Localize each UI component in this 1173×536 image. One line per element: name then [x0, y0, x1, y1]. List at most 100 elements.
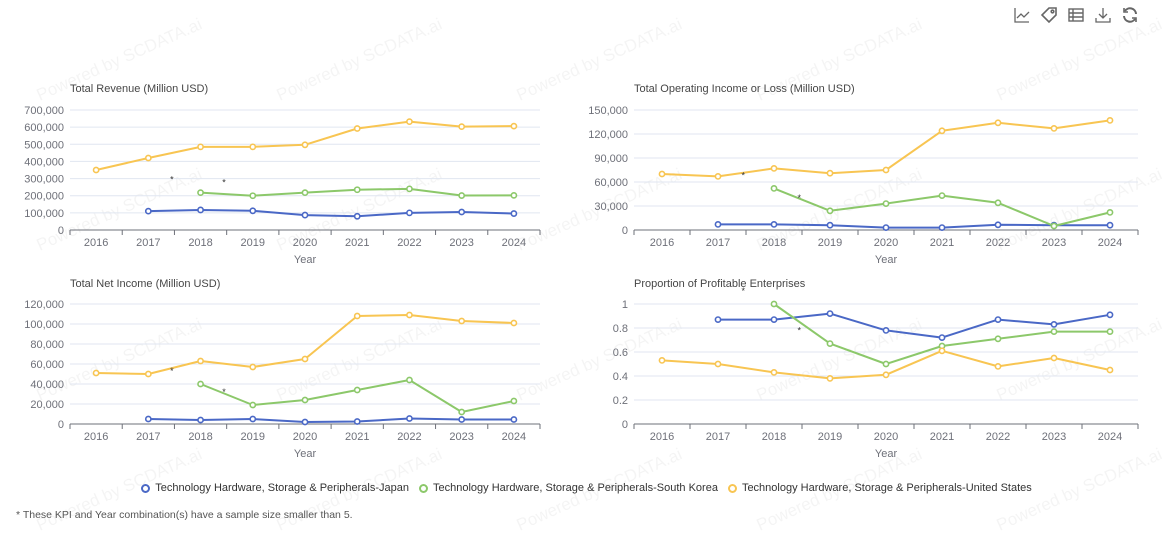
table-icon[interactable]: [1067, 6, 1085, 24]
small-sample-asterisk: *: [170, 175, 174, 185]
data-point-united_states: [406, 311, 413, 319]
download-icon[interactable]: [1094, 6, 1112, 24]
data-point-united_states: [249, 143, 257, 151]
y-tick-label: 0.2: [613, 395, 628, 407]
legend-marker-icon: [141, 483, 151, 493]
x-tick-label: 2023: [449, 431, 473, 443]
series-line-south_korea: [200, 379, 515, 413]
data-point-south_korea: [826, 340, 834, 347]
data-point-japan: [301, 211, 309, 219]
data-point-united_states: [882, 166, 890, 174]
y-tick-label: 0: [58, 419, 64, 431]
data-point-japan: [994, 316, 1002, 323]
data-point-japan: [406, 209, 413, 217]
line-chart-icon[interactable]: [1013, 6, 1031, 24]
y-tick-label: 150,000: [588, 105, 628, 117]
x-axis-label: Year: [294, 448, 317, 460]
y-tick-label: 400,000: [24, 156, 64, 168]
data-point-south_korea: [1050, 222, 1058, 230]
data-point-south_korea: [458, 192, 466, 199]
x-tick-label: 2019: [241, 431, 265, 443]
data-point-japan: [144, 207, 152, 215]
data-point-united_states: [826, 374, 834, 382]
data-point-united_states: [92, 369, 100, 377]
x-tick-label: 2016: [650, 431, 674, 443]
y-tick-label: 300,000: [24, 174, 64, 186]
data-point-united_states: [301, 355, 309, 363]
data-point-united_states: [510, 122, 518, 130]
data-point-south_korea: [458, 408, 466, 416]
data-point-japan: [510, 416, 518, 423]
y-tick-label: 60,000: [594, 177, 628, 189]
x-tick-label: 2023: [1042, 431, 1066, 443]
data-point-united_states: [1050, 354, 1058, 362]
data-point-united_states: [510, 319, 518, 327]
data-point-united_states: [197, 143, 204, 151]
legend-item-united-states[interactable]: Technology Hardware, Storage & Periphera…: [727, 482, 1032, 494]
data-point-japan: [714, 316, 722, 323]
data-point-japan: [249, 207, 257, 215]
x-tick-label: 2017: [136, 431, 160, 443]
data-point-south_korea: [1106, 208, 1114, 216]
refresh-icon[interactable]: [1121, 6, 1139, 24]
x-tick-label: 2016: [650, 237, 674, 249]
x-tick-label: 2024: [1098, 431, 1122, 443]
y-tick-label: 500,000: [24, 139, 64, 151]
data-point-south_korea: [1106, 328, 1114, 335]
data-point-japan: [458, 208, 466, 216]
data-point-united_states: [92, 166, 100, 174]
chart-4: Proportion of Profitable Enterprises 0 0.2…: [613, 278, 1139, 460]
data-point-south_korea: [249, 401, 257, 409]
tag-icon[interactable]: [1040, 6, 1058, 24]
y-tick-label: 700,000: [24, 105, 64, 117]
data-point-japan: [249, 415, 257, 423]
x-tick-label: 2017: [706, 431, 730, 443]
legend-item-south-korea[interactable]: Technology Hardware, Storage & Periphera…: [419, 482, 718, 494]
data-point-japan: [353, 418, 361, 425]
data-point-japan: [882, 224, 890, 231]
data-point-south_korea: [1050, 328, 1058, 335]
data-point-japan: [197, 416, 204, 424]
y-tick-label: 90,000: [594, 153, 628, 165]
data-point-united_states: [144, 154, 152, 162]
x-tick-label: 2021: [345, 237, 369, 249]
data-point-united_states: [770, 368, 778, 376]
data-point-united_states: [353, 312, 361, 320]
data-point-japan: [353, 212, 361, 220]
data-point-south_korea: [770, 300, 778, 308]
data-point-south_korea: [994, 335, 1002, 343]
x-tick-label: 2019: [818, 237, 842, 249]
x-tick-label: 2021: [930, 237, 954, 249]
data-point-south_korea: [197, 380, 204, 388]
data-point-united_states: [1050, 124, 1058, 132]
x-axis-label: Year: [294, 254, 317, 266]
y-tick-label: 100,000: [24, 208, 64, 220]
data-point-japan: [1050, 320, 1058, 328]
x-tick-label: 2022: [397, 237, 421, 249]
series-line-japan: [148, 208, 514, 218]
data-point-japan: [1106, 221, 1114, 229]
data-point-united_states: [658, 356, 666, 364]
data-point-united_states: [144, 370, 152, 378]
data-point-united_states: [994, 119, 1002, 127]
y-tick-label: 600,000: [24, 122, 64, 134]
data-point-united_states: [301, 141, 309, 149]
data-point-south_korea: [826, 207, 834, 215]
chart-title: Total Revenue (Million USD): [70, 83, 208, 95]
legend-item-japan[interactable]: Technology Hardware, Storage & Periphera…: [141, 482, 409, 494]
legend-label: Technology Hardware, Storage & Periphera…: [433, 482, 718, 494]
x-tick-label: 2016: [84, 237, 108, 249]
data-point-japan: [994, 221, 1002, 229]
small-sample-asterisk: *: [797, 326, 801, 336]
x-tick-label: 2022: [986, 431, 1010, 443]
data-point-united_states: [714, 360, 722, 368]
data-point-united_states: [994, 362, 1002, 370]
data-point-japan: [770, 220, 778, 228]
chart-3: Total Net Income (Million USD) 0 20,000 40,…: [24, 278, 541, 460]
legend-label: Technology Hardware, Storage & Periphera…: [155, 482, 409, 494]
small-sample-asterisk: *: [797, 193, 801, 203]
charts-canvas: Total Revenue (Million USD) 0 100,000 200,0…: [24, 83, 1139, 460]
data-point-japan: [197, 206, 204, 214]
small-sample-asterisk: *: [222, 178, 226, 188]
data-point-japan: [144, 415, 152, 423]
